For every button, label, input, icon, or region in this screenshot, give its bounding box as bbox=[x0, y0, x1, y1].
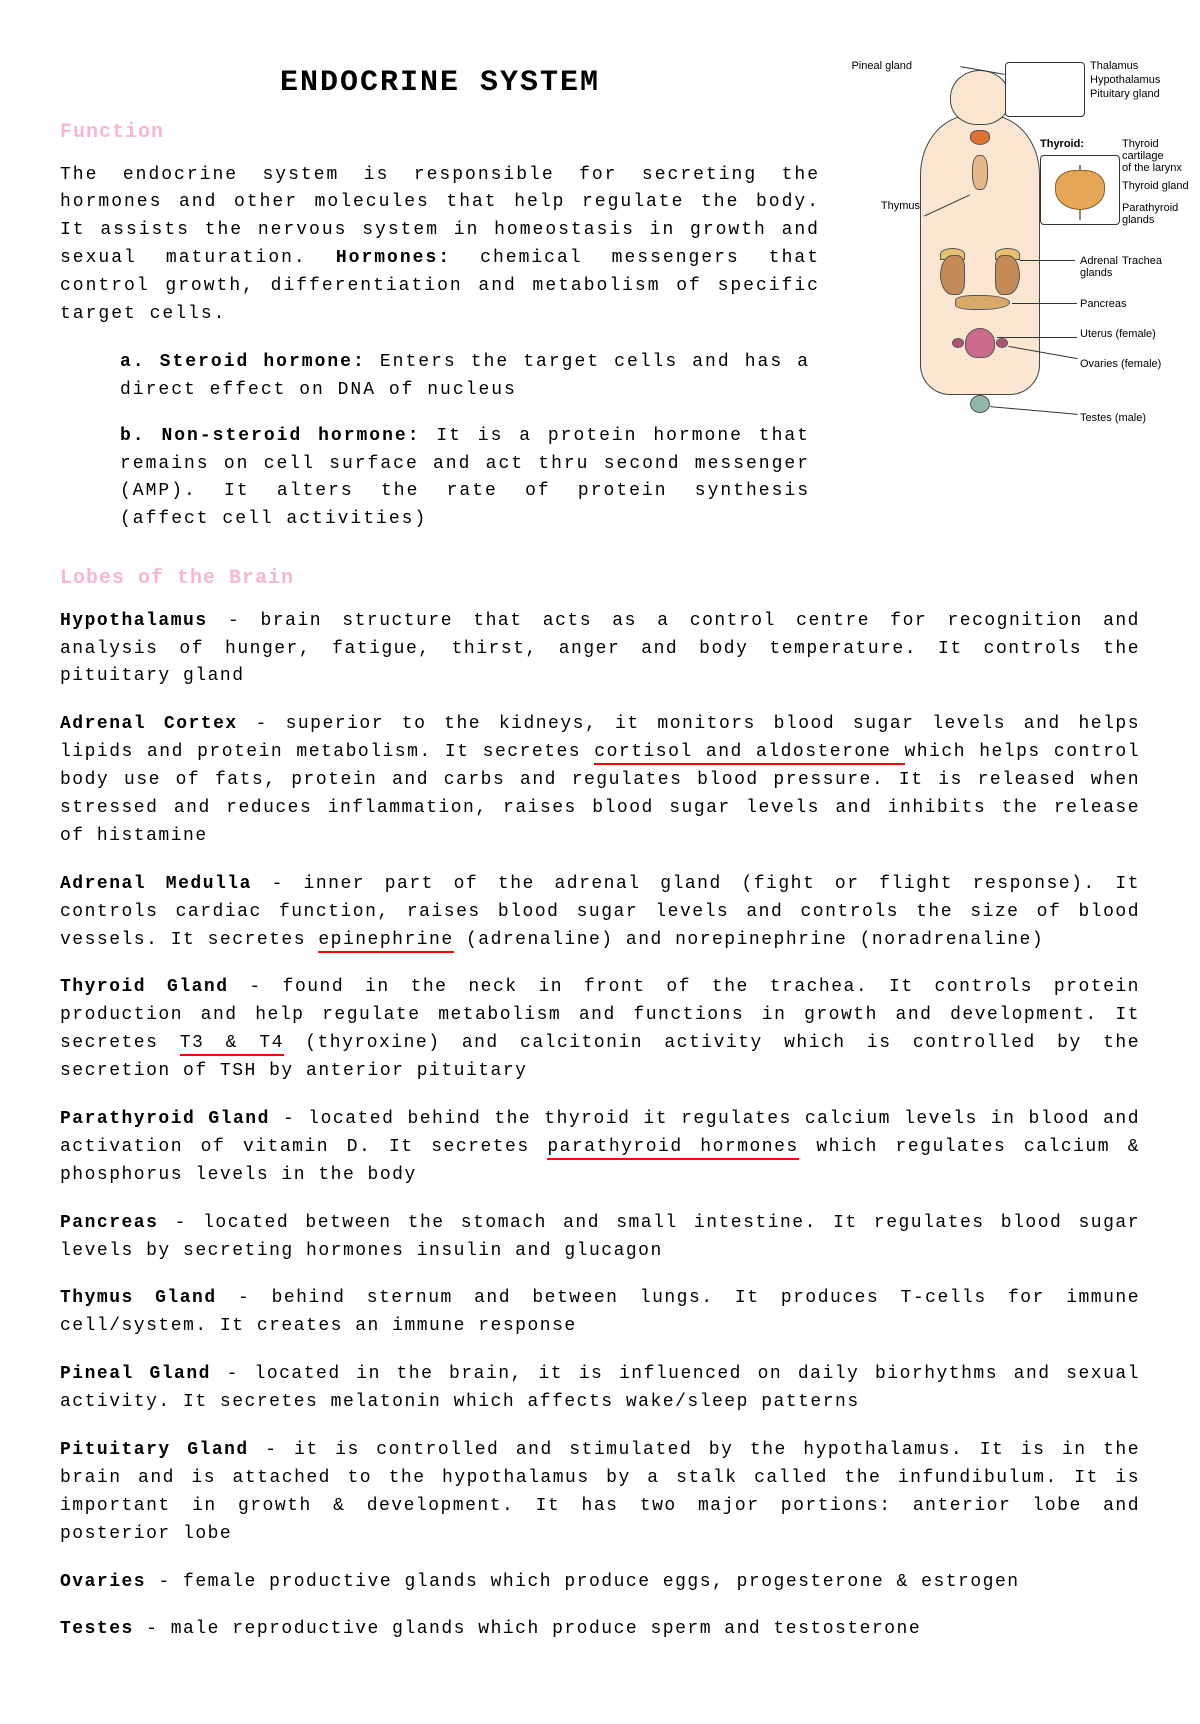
label-uterus: Uterus (female) bbox=[1080, 328, 1156, 340]
thymus-name: Thymus Gland bbox=[60, 1288, 217, 1308]
parathyroid-name: Parathyroid Gland bbox=[60, 1109, 270, 1129]
nonsteroid-hormone-item: b. Non-steroid hormone: It is a protein … bbox=[120, 423, 810, 535]
diagram-head bbox=[950, 70, 1010, 125]
diagram-column: Pineal gland Thymus Thalamus Hypothalamu… bbox=[840, 60, 1140, 543]
adrenal-cortex-name: Adrenal Cortex bbox=[60, 714, 238, 734]
hormone-types-list: a. Steroid hormone: Enters the target ce… bbox=[60, 349, 820, 543]
label-thyroid-title: Thyroid: bbox=[1040, 138, 1084, 150]
adrenal-medulla-name: Adrenal Medulla bbox=[60, 874, 252, 894]
label-thyroid-cart: Thyroid cartilage of the larynx bbox=[1122, 138, 1182, 174]
pineal-block: Pineal Gland - located in the brain, it … bbox=[60, 1361, 1140, 1417]
lead-testes bbox=[990, 406, 1078, 415]
endocrine-diagram: Pineal gland Thymus Thalamus Hypothalamu… bbox=[840, 60, 1140, 460]
hypothalamus-body: - brain structure that acts as a control… bbox=[60, 611, 1140, 687]
pancreas-name: Pancreas bbox=[60, 1213, 158, 1233]
thymus-body: - behind sternum and between lungs. It p… bbox=[60, 1288, 1140, 1336]
parathyroid-underline: parathyroid hormones bbox=[547, 1137, 798, 1160]
label-hypothalamus: Hypothalamus bbox=[1090, 74, 1160, 86]
label-trachea: Trachea bbox=[1122, 255, 1162, 267]
diagram-thymus bbox=[972, 155, 988, 190]
diagram-ovary-right bbox=[996, 338, 1008, 348]
intro-paragraph: The endocrine system is responsible for … bbox=[60, 162, 820, 329]
pancreas-body: - located between the stomach and small … bbox=[60, 1213, 1140, 1261]
item-b-lead: b. Non-steroid hormone: bbox=[120, 426, 421, 446]
ovaries-name: Ovaries bbox=[60, 1572, 146, 1592]
ovaries-body: - female productive glands which produce… bbox=[146, 1572, 1019, 1592]
testes-name: Testes bbox=[60, 1619, 134, 1639]
label-parathyroid: Parathyroid glands bbox=[1122, 202, 1178, 226]
thyroid-underline: T3 & T4 bbox=[180, 1033, 284, 1056]
diagram-thyroid-neck bbox=[970, 130, 990, 145]
label-thyroid-gland: Thyroid gland bbox=[1122, 180, 1189, 192]
adrenal-cortex-block: Adrenal Cortex - superior to the kidneys… bbox=[60, 711, 1140, 850]
diagram-brain-inset bbox=[1005, 62, 1085, 117]
diagram-pancreas bbox=[955, 295, 1010, 310]
adrenal-medulla-underline: epinephrine bbox=[318, 930, 453, 953]
pineal-name: Pineal Gland bbox=[60, 1364, 211, 1384]
adrenal-cortex-underline: cortisol and aldosterone bbox=[594, 742, 904, 765]
thymus-block: Thymus Gland - behind sternum and betwee… bbox=[60, 1285, 1140, 1341]
adrenal-medulla-block: Adrenal Medulla - inner part of the adre… bbox=[60, 871, 1140, 955]
testes-body: - male reproductive glands which produce… bbox=[134, 1619, 921, 1639]
thyroid-name: Thyroid Gland bbox=[60, 977, 229, 997]
item-b-clip: b. Non-steroid hormone: It is a protein … bbox=[120, 423, 810, 543]
testes-block: Testes - male reproductive glands which … bbox=[60, 1616, 1140, 1644]
label-ovaries: Ovaries (female) bbox=[1080, 358, 1161, 370]
pituitary-name: Pituitary Gland bbox=[60, 1440, 249, 1460]
intro-bold: Hormones: bbox=[336, 248, 451, 268]
pineal-body: - located in the brain, it is influenced… bbox=[60, 1364, 1140, 1412]
lead-pancreas bbox=[1012, 303, 1077, 304]
label-thalamus: Thalamus bbox=[1090, 60, 1138, 72]
label-pineal: Pineal gland bbox=[851, 60, 912, 72]
function-heading: Function bbox=[60, 117, 820, 148]
hypothalamus-block: Hypothalamus - brain structure that acts… bbox=[60, 608, 1140, 692]
ovaries-block: Ovaries - female productive glands which… bbox=[60, 1569, 1140, 1597]
page-title: ENDOCRINE SYSTEM bbox=[60, 60, 820, 107]
intro-column: ENDOCRINE SYSTEM Function The endocrine … bbox=[60, 60, 820, 543]
diagram-thyroid-shape bbox=[1055, 170, 1105, 210]
top-section: ENDOCRINE SYSTEM Function The endocrine … bbox=[60, 60, 1140, 543]
label-pituitary: Pituitary gland bbox=[1090, 88, 1160, 100]
label-pancreas: Pancreas bbox=[1080, 298, 1126, 310]
pancreas-block: Pancreas - located between the stomach a… bbox=[60, 1210, 1140, 1266]
parathyroid-block: Parathyroid Gland - located behind the t… bbox=[60, 1106, 1140, 1190]
lead-adrenal bbox=[1020, 260, 1075, 261]
diagram-ovary-left bbox=[952, 338, 964, 348]
label-thymus: Thymus bbox=[881, 200, 920, 212]
diagram-uterus bbox=[965, 328, 995, 358]
diagram-kidney-left bbox=[940, 255, 965, 295]
label-testes: Testes (male) bbox=[1080, 412, 1146, 424]
lobes-heading: Lobes of the Brain bbox=[60, 563, 1140, 594]
adrenal-medulla-post: (adrenaline) and norepinephrine (noradre… bbox=[454, 930, 1044, 950]
diagram-kidney-right bbox=[995, 255, 1020, 295]
thyroid-block: Thyroid Gland - found in the neck in fro… bbox=[60, 974, 1140, 1086]
steroid-hormone-item: a. Steroid hormone: Enters the target ce… bbox=[120, 349, 810, 405]
pituitary-block: Pituitary Gland - it is controlled and s… bbox=[60, 1437, 1140, 1549]
diagram-testes bbox=[970, 395, 990, 413]
lead-uterus bbox=[997, 337, 1077, 338]
label-adrenal: Adrenal glands bbox=[1080, 255, 1118, 279]
item-a-lead: a. Steroid hormone: bbox=[120, 352, 366, 372]
hypothalamus-name: Hypothalamus bbox=[60, 611, 208, 631]
